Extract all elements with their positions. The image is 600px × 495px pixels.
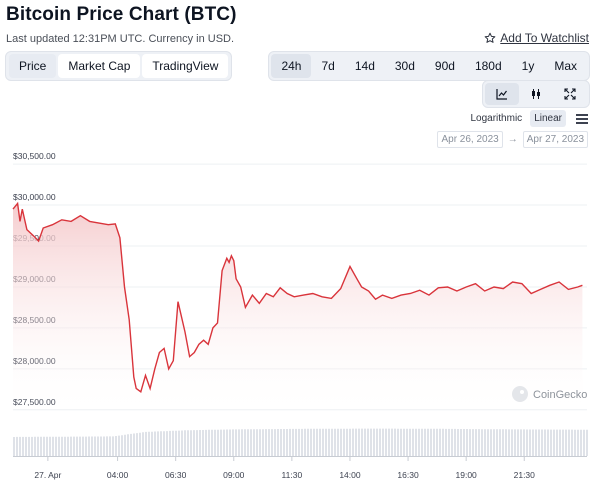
time-range-selector: 24h 7d 14d 30d 90d 180d 1y Max bbox=[268, 51, 590, 81]
candlestick-icon bbox=[532, 89, 540, 99]
hamburger-menu-icon[interactable] bbox=[576, 112, 588, 126]
fullscreen-icon bbox=[564, 88, 576, 100]
x-tick-label: 04:00 bbox=[107, 470, 129, 480]
candlestick-view-button[interactable] bbox=[519, 83, 553, 105]
range-1y-button[interactable]: 1y bbox=[521, 59, 535, 73]
y-tick-label: $30,000.00 bbox=[13, 192, 56, 202]
coingecko-logo bbox=[512, 386, 528, 402]
range-14d-button[interactable]: 14d bbox=[354, 59, 375, 73]
x-tick-label: 11:30 bbox=[282, 470, 303, 480]
range-180d-button[interactable]: 180d bbox=[474, 59, 502, 73]
date-from-input[interactable]: Apr 26, 2023 bbox=[437, 131, 503, 148]
x-tick-label: 06:30 bbox=[165, 470, 187, 480]
fullscreen-view-button[interactable] bbox=[553, 83, 587, 105]
x-tick-label: 27. Apr bbox=[34, 470, 61, 480]
tab-price[interactable]: Price bbox=[9, 54, 57, 78]
line-view-button[interactable] bbox=[485, 83, 519, 105]
coingecko-watermark: CoinGecko bbox=[512, 386, 587, 402]
date-arrow: → bbox=[507, 134, 518, 145]
range-90d-button[interactable]: 90d bbox=[434, 59, 455, 73]
logarithmic-scale-button[interactable]: Logarithmic bbox=[470, 113, 523, 124]
last-updated-text: Last updated 12:31PM UTC. Currency in US… bbox=[6, 33, 235, 45]
range-24h-button[interactable]: 24h bbox=[271, 54, 312, 78]
scale-selector: Logarithmic Linear bbox=[466, 110, 588, 127]
date-to-input[interactable]: Apr 27, 2023 bbox=[522, 131, 588, 148]
range-30d-button[interactable]: 30d bbox=[394, 59, 415, 73]
linear-scale-button[interactable]: Linear bbox=[530, 110, 566, 127]
chart-view-selector bbox=[482, 80, 590, 108]
x-tick-label: 16:30 bbox=[397, 470, 419, 480]
tab-tradingview[interactable]: TradingView bbox=[142, 54, 229, 78]
x-tick-label: 14:00 bbox=[339, 470, 361, 480]
chart-type-tabs: Price Market Cap TradingView bbox=[5, 51, 233, 81]
y-tick-label: $30,500.00 bbox=[13, 151, 56, 161]
price-line bbox=[12, 201, 583, 393]
price-area bbox=[13, 203, 583, 418]
x-tick-label: 09:00 bbox=[223, 470, 245, 480]
page-title: Bitcoin Price Chart (BTC) bbox=[6, 4, 237, 25]
add-to-watchlist-label: Add To Watchlist bbox=[500, 31, 589, 45]
x-tick-label: 19:00 bbox=[456, 470, 478, 480]
x-tick-label: 21:30 bbox=[514, 470, 536, 480]
range-7d-button[interactable]: 7d bbox=[321, 59, 335, 73]
watermark-text: CoinGecko bbox=[533, 389, 587, 401]
range-max-button[interactable]: Max bbox=[554, 59, 577, 73]
star-icon bbox=[484, 32, 496, 43]
volume-bars bbox=[13, 428, 588, 456]
date-range: Apr 26, 2023 → Apr 27, 2023 bbox=[437, 131, 588, 148]
line-chart-icon bbox=[496, 89, 507, 100]
add-to-watchlist-link[interactable]: Add To Watchlist bbox=[484, 31, 589, 45]
coingecko-logo-eye bbox=[520, 390, 524, 394]
tab-market-cap[interactable]: Market Cap bbox=[58, 54, 141, 78]
